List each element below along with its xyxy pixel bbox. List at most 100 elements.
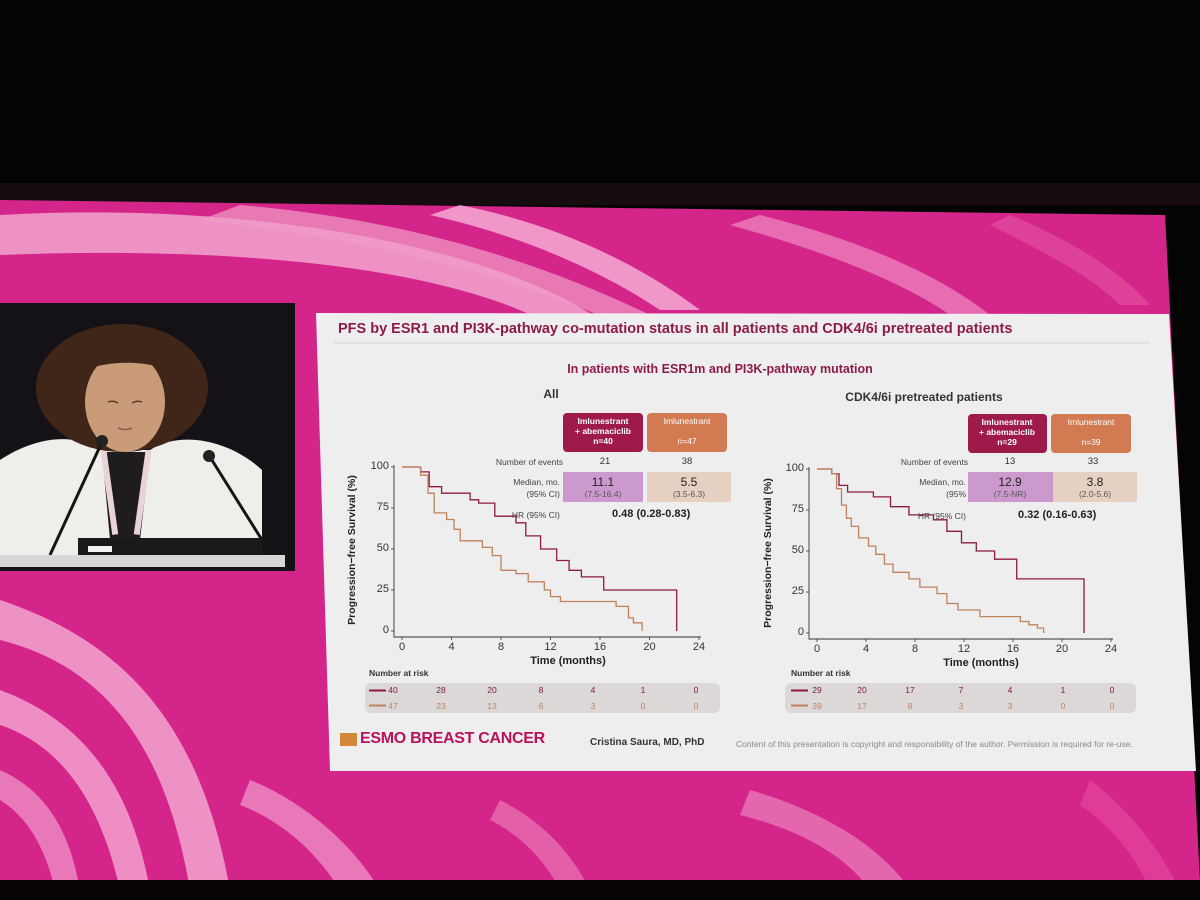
x-tick-label: 16 [1006,643,1020,655]
km-chart-cdk46i [806,467,1113,642]
risk-cell: 29 [812,685,822,695]
combo-header-box [563,413,643,452]
mono-header-2: Imlunestrant ​ n=39 [1067,417,1115,447]
y-tick-label: 0 [797,626,804,638]
x-tick-label: 20 [643,641,656,653]
x-tick-label: 8 [911,643,919,655]
x-axis-label-1: Time (months) [530,655,606,667]
slide [316,313,1196,771]
risk-cell: 0 [1109,685,1115,695]
risk-table-bg-2 [785,683,1136,713]
combo-median-2: 12.9 [998,475,1022,489]
risk-cell: 39 [812,701,822,711]
combo-median-box [563,472,643,502]
microphone-right [208,456,264,541]
risk-cell: 20 [857,685,867,695]
x-tick-label: 0 [813,643,821,655]
x-tick-label: 8 [497,641,505,653]
hr-value-2: 0.32 (0.16-0.63) [1018,509,1097,521]
slide-subtitle: In patients with ESR1m and PI3K-pathway … [567,362,873,376]
risk-cell: 3 [1007,701,1013,711]
median-label-1: Median, mo. [513,477,560,487]
risk-cell: 13 [487,701,497,711]
risk-cell: 40 [388,685,398,695]
esmo-logo-mark [340,733,357,746]
mono-median-box-2 [1053,472,1137,502]
risk-cell: 0 [693,701,699,711]
risk-label-1: Number at risk [369,668,429,678]
combo-median-1: 11.1 [591,475,615,489]
x-axis-label-2: Time (months) [943,657,1019,669]
y-tick-label: 25 [791,585,804,597]
hr-value-1: 0.48 (0.28-0.83) [612,508,691,520]
x-tick-label: 20 [1055,643,1069,655]
km-chart-all [391,465,701,640]
km-curve-mono [402,466,643,631]
risk-cell: 6 [538,701,544,711]
axis-lines [393,465,701,638]
risk-cell: 7 [958,685,964,695]
events-label-1: Number of events [495,457,563,467]
risk-cell: 20 [487,685,497,695]
x-tick-label: 12 [544,641,557,653]
risk-cell: 17 [905,685,915,695]
combo-median-box-2 [968,472,1053,502]
microphone-left [48,441,104,556]
risk-cell: 4 [590,685,596,695]
y-axis-label-2: Progression−free Survival (%) [761,478,774,628]
risk-cell: 0 [1109,701,1115,711]
esmo-logo-text: ESMO BREAST CANCER [360,730,545,747]
risk-cell: 0 [693,685,699,695]
ci-label-2: (95% [946,489,966,499]
presenter-credit: Cristina Saura, MD, PhD [590,737,705,748]
risk-label-2: Number at risk [791,668,851,678]
laptop [78,538,263,558]
mono-header-1: Imlunestrant ​ n=47 [663,416,711,446]
mono-median-ci-1: (3.5-6.3) [672,489,706,499]
mono-events-2: 33 [1087,456,1099,467]
mono-median-1: 5.5 [680,475,698,489]
mono-header-box-2 [1051,414,1131,453]
combo-header-1: Imlunestrant + abemaciclib n=40 [575,416,631,446]
panel-title-all: All [543,387,559,401]
km-curve-mono [817,468,1045,633]
x-tick-label: 4 [448,641,455,653]
hr-label-1: HR (95% CI) [511,510,560,520]
x-tick-label: 12 [957,643,971,655]
km-curve-combo [817,468,1085,633]
combo-events-1: 21 [599,456,611,467]
x-tick-label: 4 [862,643,870,655]
presenter-video [0,303,295,571]
combo-median-ci-1: (7.5-16.4) [584,489,622,499]
risk-cell: 3 [590,701,596,711]
x-tick-label: 16 [593,641,607,653]
mono-events-1: 38 [681,456,693,467]
risk-cell: 47 [388,701,398,711]
risk-cell: 8 [538,685,544,695]
risk-cell: 1 [1060,685,1066,695]
panel-title-cdk46i: CDK4/6i pretreated patients [845,390,1003,404]
y-tick-label: 100 [370,460,389,472]
y-tick-label: 50 [791,544,804,556]
y-tick-label: 75 [376,501,389,513]
x-tick-label: 24 [692,641,706,653]
y-tick-label: 75 [791,503,804,515]
slide-title: PFS by ESR1 and PI3K-pathway co-mutation… [338,321,1013,337]
risk-cell: 23 [436,701,446,711]
combo-median-ci-2: (7.5-NR) [993,489,1027,499]
risk-cell: 0 [1060,701,1066,711]
hr-label-2: HR (95% CI) [917,511,966,521]
y-tick-label: 25 [376,583,389,595]
x-tick-label: 24 [1104,643,1118,655]
risk-cell: 0 [640,701,646,711]
risk-cell: 1 [640,685,646,695]
axis-lines [808,467,1113,640]
x-tick-label: 0 [398,641,406,653]
risk-cell: 8 [907,701,913,711]
risk-cell: 4 [1007,685,1013,695]
y-axis-label-1: Progression−free Survival (%) [345,475,358,625]
combo-events-2: 13 [1004,456,1016,467]
combo-header-2: Imlunestrant + abemaciclib n=29 [979,417,1035,447]
